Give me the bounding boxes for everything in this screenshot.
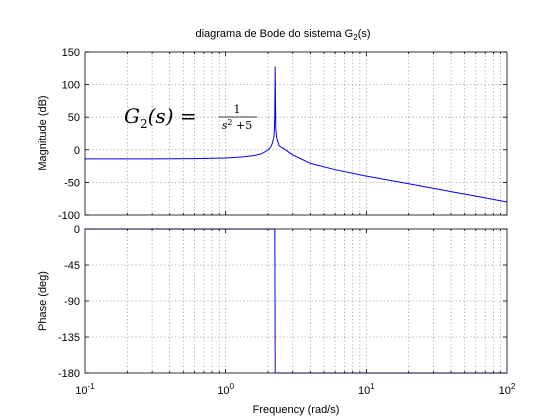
x-tick-label: 100 xyxy=(217,382,234,397)
phase-y-tick-label: -45 xyxy=(64,260,80,272)
magnitude-y-tick-label: 150 xyxy=(62,47,80,59)
formula-lhs: G2(s) = xyxy=(124,104,197,131)
magnitude-series-line xyxy=(85,66,508,203)
formula-denominator: s2 +5 xyxy=(222,118,252,132)
phase-y-tick-label: -135 xyxy=(58,332,80,344)
phase-y-tick-labels: -180 -135 -90 -45 0 xyxy=(58,224,80,380)
phase-x-tick-labels: 10-1 100 101 102 xyxy=(75,382,516,397)
phase-tick-marks xyxy=(85,228,507,374)
magnitude-tick-marks xyxy=(85,51,507,216)
magnitude-y-tick-labels: -100 -50 0 50 100 150 xyxy=(58,47,80,222)
phase-y-tick-label: -180 xyxy=(58,368,80,380)
phase-panel: -180 -135 -90 -45 0 10-1 100 101 102 Phase (deg… xyxy=(37,224,516,416)
magnitude-panel: -100 -50 0 50 100 150 Magnitude (dB) G2(s) = … xyxy=(37,47,508,222)
phase-y-axis-label: Phase (deg) xyxy=(37,271,49,331)
x-tick-label: 101 xyxy=(358,382,375,397)
phase-grid xyxy=(85,229,507,373)
magnitude-y-tick-label: 0 xyxy=(74,145,80,157)
magnitude-y-tick-label: -100 xyxy=(58,210,80,222)
phase-y-tick-label: 0 xyxy=(74,224,80,236)
phase-y-tick-label: -90 xyxy=(64,296,80,308)
magnitude-y-tick-label: 50 xyxy=(68,112,80,124)
transfer-function-annotation: G2(s) = 1 s2 +5 xyxy=(124,103,257,132)
magnitude-y-axis-label: Magnitude (dB) xyxy=(37,95,49,170)
x-tick-label: 102 xyxy=(499,382,516,397)
chart-title: diagrama de Bode do sistema G2(s) xyxy=(195,28,370,42)
x-axis-label: Frequency (rad/s) xyxy=(253,404,340,416)
formula-numerator: 1 xyxy=(234,103,241,116)
x-tick-label: 10-1 xyxy=(75,382,95,397)
magnitude-y-tick-label: -50 xyxy=(64,177,80,189)
magnitude-y-tick-label: 100 xyxy=(62,80,80,92)
magnitude-axes-frame xyxy=(84,51,508,216)
